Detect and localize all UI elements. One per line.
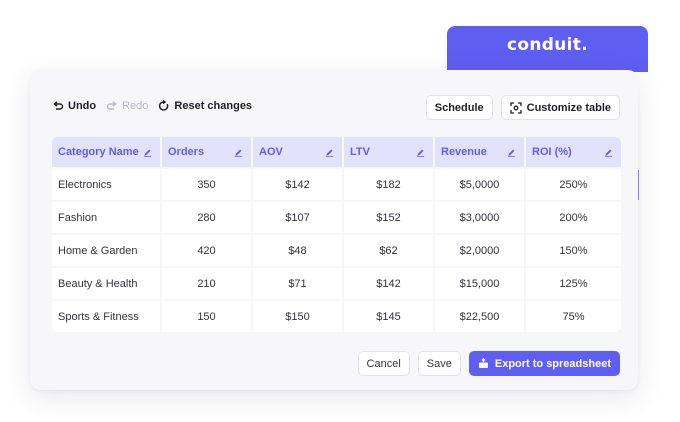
brand-tab: conduit. — [447, 26, 648, 72]
table-row: Beauty & Health 210 $71 $142 $15,000 125% — [52, 268, 621, 299]
column-header[interactable]: LTV — [344, 137, 435, 167]
column-header-label: ROI (%) — [532, 146, 572, 158]
column-header-label: LTV — [350, 146, 370, 158]
table-cell[interactable]: $182 — [344, 169, 435, 200]
column-header-label: AOV — [259, 146, 283, 158]
table-cell[interactable]: 75% — [526, 301, 621, 332]
undo-button[interactable]: Undo — [52, 100, 96, 112]
table-cell[interactable]: $22,500 — [435, 301, 526, 332]
table-cell[interactable]: 150 — [162, 301, 253, 332]
table-row: Sports & Fitness 150 $150 $145 $22,500 75% — [52, 301, 621, 332]
table-cell[interactable]: Beauty & Health — [52, 268, 162, 299]
edit-pencil-icon[interactable] — [143, 148, 152, 157]
column-header-label: Orders — [168, 146, 205, 158]
table-cell[interactable]: $2,0000 — [435, 235, 526, 266]
table-cell[interactable]: $150 — [253, 301, 344, 332]
column-header-label: Category Name — [58, 146, 139, 158]
history-toolbar: Undo Redo Reset changes — [52, 100, 252, 112]
edit-pencil-icon[interactable] — [604, 148, 613, 157]
table-cell[interactable]: Sports & Fitness — [52, 301, 162, 332]
table-row: Electronics 350 $142 $182 $5,0000 250% — [52, 169, 621, 200]
column-header[interactable]: AOV — [253, 137, 344, 167]
edit-pencil-icon[interactable] — [325, 148, 334, 157]
table-cell[interactable]: $5,0000 — [435, 169, 526, 200]
save-button[interactable]: Save — [417, 351, 461, 376]
customize-icon — [509, 101, 522, 114]
table-actions: Schedule Customize table — [425, 95, 620, 120]
redo-label: Redo — [122, 100, 149, 112]
redo-button[interactable]: Redo — [106, 100, 148, 112]
table-cell[interactable]: 420 — [162, 235, 253, 266]
table-cell[interactable]: 150% — [526, 235, 621, 266]
schedule-button[interactable]: Schedule — [425, 95, 493, 120]
table-cell[interactable]: 350 — [162, 169, 253, 200]
table-cell[interactable]: $15,000 — [435, 268, 526, 299]
schedule-label: Schedule — [434, 101, 484, 114]
table-cell[interactable]: $3,0000 — [435, 202, 526, 233]
table-cell[interactable]: Home & Garden — [52, 235, 162, 266]
export-label: Export to spreadsheet — [494, 357, 611, 370]
table-cell[interactable]: $142 — [253, 169, 344, 200]
table-cell[interactable]: Electronics — [52, 169, 162, 200]
reset-changes-button[interactable]: Reset changes — [158, 100, 252, 112]
table-cell[interactable]: 125% — [526, 268, 621, 299]
redo-icon — [106, 101, 117, 110]
footer-actions: Cancel Save Export to spreadsheet — [357, 351, 620, 376]
side-accent-bar — [637, 170, 639, 200]
table-header-row: Category Name Orders AOV LTV Revenue ROI… — [52, 137, 621, 167]
table-body: Electronics 350 $142 $182 $5,0000 250% Fashion… — [52, 169, 621, 332]
edit-pencil-icon[interactable] — [416, 148, 425, 157]
cancel-label: Cancel — [366, 357, 401, 370]
data-table: Category Name Orders AOV LTV Revenue ROI… — [52, 137, 621, 332]
table-cell[interactable]: $62 — [344, 235, 435, 266]
column-header[interactable]: ROI (%) — [526, 137, 621, 167]
table-cell[interactable]: $145 — [344, 301, 435, 332]
column-header[interactable]: Category Name — [52, 137, 162, 167]
edit-pencil-icon[interactable] — [234, 148, 243, 157]
customize-label: Customize table — [526, 101, 611, 114]
table-cell[interactable]: $107 — [253, 202, 344, 233]
table-cell[interactable]: Fashion — [52, 202, 162, 233]
edit-pencil-icon[interactable] — [507, 148, 516, 157]
column-header[interactable]: Orders — [162, 137, 253, 167]
export-to-spreadsheet-button[interactable]: Export to spreadsheet — [468, 351, 620, 376]
table-cell[interactable]: $71 — [253, 268, 344, 299]
undo-label: Undo — [68, 100, 97, 112]
table-cell[interactable]: 210 — [162, 268, 253, 299]
export-icon — [478, 358, 488, 368]
table-cell[interactable]: $152 — [344, 202, 435, 233]
table-row: Fashion 280 $107 $152 $3,0000 200% — [52, 202, 621, 233]
undo-icon — [53, 101, 64, 110]
brand-logo-text: conduit. — [507, 35, 588, 55]
table-cell[interactable]: 200% — [526, 202, 621, 233]
table-cell[interactable]: $142 — [344, 268, 435, 299]
cancel-button[interactable]: Cancel — [357, 351, 410, 376]
reset-label: Reset changes — [174, 100, 253, 112]
table-cell[interactable]: $48 — [253, 235, 344, 266]
column-header[interactable]: Revenue — [435, 137, 526, 167]
save-label: Save — [426, 357, 452, 370]
table-cell[interactable]: 250% — [526, 169, 621, 200]
table-editor-card: Undo Redo Reset changes Schedule Customi… — [30, 70, 638, 390]
table-row: Home & Garden 420 $48 $62 $2,0000 150% — [52, 235, 621, 266]
customize-table-button[interactable]: Customize table — [500, 95, 620, 120]
table-cell[interactable]: 280 — [162, 202, 253, 233]
column-header-label: Revenue — [441, 146, 487, 158]
reset-icon — [159, 100, 169, 111]
